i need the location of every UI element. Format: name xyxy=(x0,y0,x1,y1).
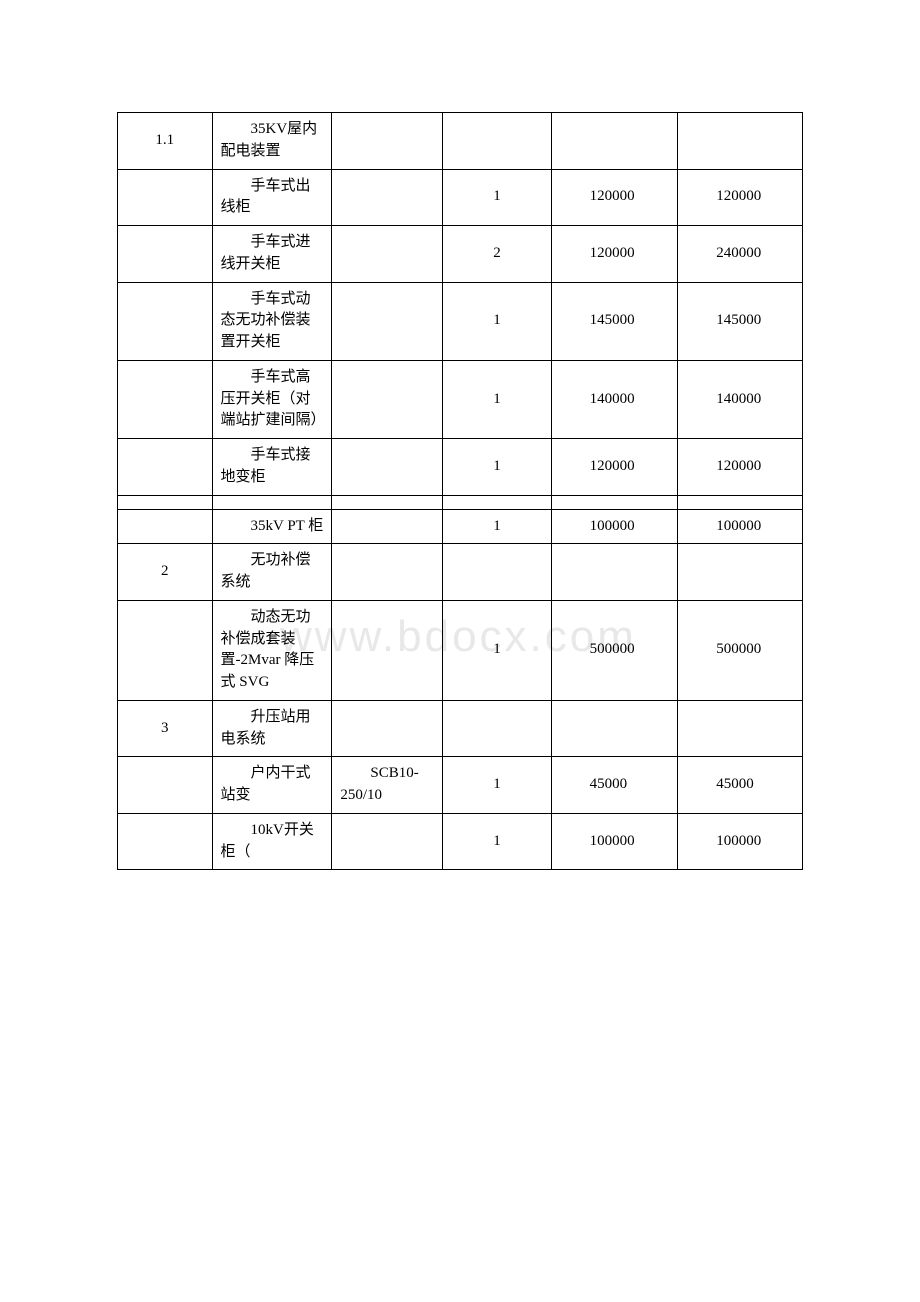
table-cell: 145000 xyxy=(678,282,803,360)
table-cell: 1 xyxy=(443,360,551,438)
table-cell xyxy=(332,813,443,870)
table-cell: 45000 xyxy=(551,757,678,814)
table-cell: 10kV开关柜（ xyxy=(212,813,332,870)
table-cell xyxy=(118,169,213,226)
table-cell xyxy=(443,113,551,170)
table-cell: 手车式动态无功补偿装置开关柜 xyxy=(212,282,332,360)
table-cell xyxy=(332,700,443,757)
table-cell: 500000 xyxy=(678,600,803,700)
table-row: 手车式进线开关柜 2 120000 240000 xyxy=(118,226,803,283)
table-cell: 无功补偿系统 xyxy=(212,544,332,601)
table-cell: 500000 xyxy=(551,600,678,700)
table-cell xyxy=(332,600,443,700)
table-cell: 120000 xyxy=(551,226,678,283)
table-cell xyxy=(551,495,678,509)
table-cell: 35KV屋内配电装置 xyxy=(212,113,332,170)
table-cell: 1 xyxy=(443,600,551,700)
table-cell xyxy=(332,439,443,496)
table-row: 手车式出线柜 1 120000 120000 xyxy=(118,169,803,226)
table-row: 10kV开关柜（ 1 100000 100000 xyxy=(118,813,803,870)
table-cell xyxy=(332,113,443,170)
table-cell: 1.1 xyxy=(118,113,213,170)
table-cell: 1 xyxy=(443,439,551,496)
table-cell xyxy=(212,495,332,509)
table-cell: 100000 xyxy=(678,813,803,870)
table-row: 手车式接地变柜 1 120000 120000 xyxy=(118,439,803,496)
table-row: 手车式高压开关柜（对端站扩建间隔） 1 140000 140000 xyxy=(118,360,803,438)
table-cell: 120000 xyxy=(678,439,803,496)
table-cell xyxy=(551,544,678,601)
table-cell: 140000 xyxy=(678,360,803,438)
table-cell xyxy=(332,509,443,544)
table-cell: 1 xyxy=(443,509,551,544)
table-cell xyxy=(678,700,803,757)
table-cell xyxy=(118,360,213,438)
equipment-table: 1.1 35KV屋内配电装置 手车式出线柜 1 120000 120000 手车式… xyxy=(117,112,803,870)
table-cell: 升压站用电系统 xyxy=(212,700,332,757)
table-cell xyxy=(118,600,213,700)
table-cell: 手车式进线开关柜 xyxy=(212,226,332,283)
table-cell: 户内干式站变 xyxy=(212,757,332,814)
table-cell: 手车式高压开关柜（对端站扩建间隔） xyxy=(212,360,332,438)
table-cell xyxy=(118,282,213,360)
table-cell xyxy=(678,113,803,170)
table-cell xyxy=(332,226,443,283)
table-cell xyxy=(443,544,551,601)
table-cell xyxy=(118,495,213,509)
table-row: 手车式动态无功补偿装置开关柜 1 145000 145000 xyxy=(118,282,803,360)
table-cell xyxy=(332,169,443,226)
table-row: 户内干式站变 SCB10-250/101 45000 45000 xyxy=(118,757,803,814)
table-cell xyxy=(332,495,443,509)
table-cell: 35kV PT 柜 xyxy=(212,509,332,544)
table-cell: 2 xyxy=(443,226,551,283)
table-cell xyxy=(678,544,803,601)
table-cell: 145000 xyxy=(551,282,678,360)
table-cell xyxy=(551,700,678,757)
table-cell: 1 xyxy=(443,813,551,870)
table-row: 动态无功补偿成套装置-2Mvar 降压式 SVG 1 500000 500000 xyxy=(118,600,803,700)
table-cell xyxy=(118,509,213,544)
table-cell: 2 xyxy=(118,544,213,601)
table-row: 35kV PT 柜 1 100000 100000 xyxy=(118,509,803,544)
table-cell xyxy=(118,439,213,496)
table-cell: 1 xyxy=(443,169,551,226)
table-cell: 3 xyxy=(118,700,213,757)
table-cell: 100000 xyxy=(551,813,678,870)
table-cell: 手车式接地变柜 xyxy=(212,439,332,496)
table-cell: 手车式出线柜 xyxy=(212,169,332,226)
table-cell: 100000 xyxy=(678,509,803,544)
table-row: 3 升压站用电系统 xyxy=(118,700,803,757)
table-cell: SCB10-250/10 xyxy=(332,757,443,814)
table-cell: 140000 xyxy=(551,360,678,438)
table-cell xyxy=(118,757,213,814)
table-cell xyxy=(443,700,551,757)
table-cell xyxy=(332,360,443,438)
table-cell xyxy=(332,282,443,360)
table-cell: 动态无功补偿成套装置-2Mvar 降压式 SVG xyxy=(212,600,332,700)
table-row: 1.1 35KV屋内配电装置 xyxy=(118,113,803,170)
table-cell: 1 xyxy=(443,282,551,360)
table-cell: 120000 xyxy=(551,439,678,496)
table-row: 2 无功补偿系统 xyxy=(118,544,803,601)
table-cell xyxy=(118,226,213,283)
table-cell xyxy=(551,113,678,170)
table-cell: 120000 xyxy=(678,169,803,226)
table-cell xyxy=(443,495,551,509)
table-cell xyxy=(118,813,213,870)
table-cell: 1 xyxy=(443,757,551,814)
table-cell: 120000 xyxy=(551,169,678,226)
table-row xyxy=(118,495,803,509)
table-cell: 240000 xyxy=(678,226,803,283)
table-cell xyxy=(678,495,803,509)
table-cell: 100000 xyxy=(551,509,678,544)
table-cell: 45000 xyxy=(678,757,803,814)
table-cell xyxy=(332,544,443,601)
